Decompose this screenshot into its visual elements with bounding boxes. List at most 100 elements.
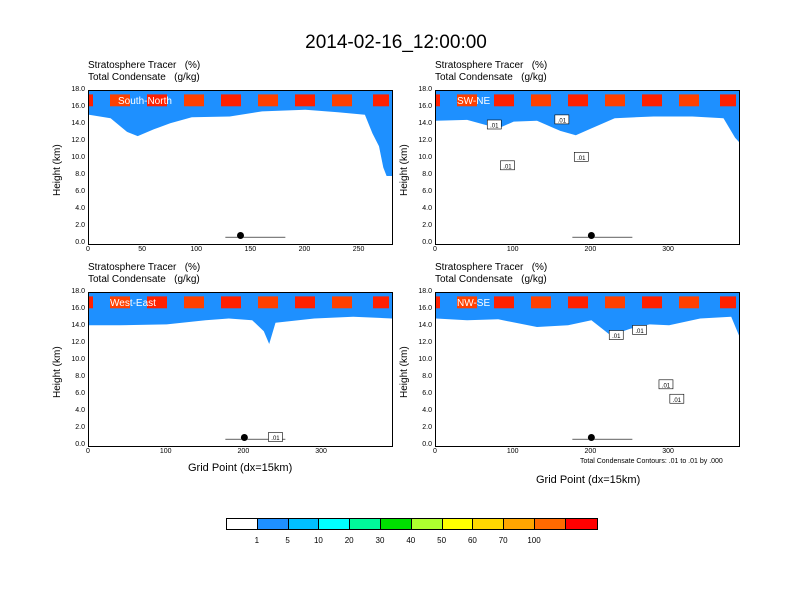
tracer-streak (498, 94, 502, 107)
tracer-streak (584, 94, 588, 107)
x-tick-label: 0 (86, 246, 90, 253)
figure-title: 2014-02-16_12:00:00 (305, 32, 487, 53)
tracer-streak (200, 296, 204, 309)
tracer-streak (654, 94, 658, 107)
tracer-streak (679, 296, 683, 309)
y-tick-label: 2.0 (75, 222, 85, 229)
tracer-streak (295, 94, 299, 107)
tracer-streak (613, 296, 617, 309)
tracer-streak (621, 94, 625, 107)
tracer-streak (151, 94, 155, 107)
panel-south-north: Stratosphere Tracer (%) Total Condensate… (71, 60, 398, 260)
cross-section-svg: .01 .01 .01 .01 (436, 91, 739, 239)
tracer-streak (728, 94, 732, 107)
x-tick-label: 200 (237, 448, 250, 455)
tracer-streak (151, 296, 155, 309)
tracer-streak (377, 296, 381, 309)
y-tick-label: 2.0 (422, 222, 432, 229)
tracer-streak (457, 296, 461, 309)
direction-label: South-North (118, 96, 172, 107)
tracer-streak (679, 94, 683, 107)
contour-label: .01 (608, 330, 624, 340)
tracer-streak (163, 296, 167, 309)
tracer-streak (196, 296, 200, 309)
y-tick-label: 6.0 (422, 188, 432, 195)
contour-label-box (268, 432, 283, 442)
tracer-streak (658, 94, 662, 107)
tracer-streak (506, 296, 510, 309)
y-tick-label: 14.0 (418, 120, 432, 127)
colorbar-swatch (411, 519, 443, 529)
contour-label: .01 (632, 325, 647, 335)
colorbar-swatch (257, 519, 289, 529)
panel-title-line2: Total Condensate (g/kg) (435, 72, 547, 83)
tracer-streak (114, 94, 118, 107)
colorbar (226, 518, 598, 530)
tracer-streak (498, 296, 502, 309)
tracer-streak (646, 296, 650, 309)
tracer-streak (461, 94, 465, 107)
x-tick-label: 100 (159, 448, 172, 455)
y-tick-label: 16.0 (418, 305, 432, 312)
tracer-streak (572, 296, 576, 309)
tracer-streak (299, 296, 303, 309)
tracer-streak (621, 296, 625, 309)
tracer-streak (732, 94, 736, 107)
tracer-streak (373, 296, 377, 309)
tracer-streak (568, 296, 572, 309)
tracer-streak (118, 296, 122, 309)
plot-area: .01 .01 .01 .01 (435, 292, 740, 447)
tracer-streak (531, 296, 535, 309)
contour-label: .01 (268, 432, 283, 442)
colorbar-swatch (442, 519, 474, 529)
x-tick-label: 150 (244, 246, 257, 253)
tracer-streak (469, 296, 473, 309)
tracer-streak (344, 94, 348, 107)
tracer-streak (683, 94, 687, 107)
panel-sw-ne: Stratosphere Tracer (%) Total Condensate… (418, 60, 745, 260)
tracer-streak (233, 296, 237, 309)
colorbar-label: 1 (254, 536, 260, 545)
tracer-streak (262, 296, 266, 309)
tracer-streak (159, 94, 163, 107)
tracer-streak (510, 296, 514, 309)
x-tick-label: 200 (298, 246, 311, 253)
colorbar-swatch (565, 519, 597, 529)
colorbar-label: 30 (375, 536, 385, 545)
tracer-streak (469, 94, 473, 107)
y-tick-label: 10.0 (71, 154, 85, 161)
tracer-streak (617, 94, 621, 107)
tracer-streak (233, 94, 237, 107)
tracer-streak (613, 94, 617, 107)
y-axis-label: Height (km) (399, 144, 410, 196)
tracer-streak (303, 94, 307, 107)
y-tick-label: 8.0 (422, 171, 432, 178)
tracer-streak (720, 296, 724, 309)
x-tick-label: 300 (662, 448, 674, 455)
tracer-streak (580, 94, 584, 107)
tracer-streak (126, 94, 130, 107)
y-tick-label: 0.0 (75, 239, 85, 246)
tracer-streak (381, 296, 385, 309)
tracer-streak (348, 296, 352, 309)
tracer-streak (572, 94, 576, 107)
y-tick-label: 8.0 (75, 171, 85, 178)
tracer-streak (547, 296, 551, 309)
tracer-streak (122, 94, 126, 107)
panel-title-line1: Stratosphere Tracer (%) (88, 262, 201, 273)
x-tick-label: 100 (506, 448, 519, 455)
contour-label-box (500, 160, 515, 171)
tracer-streak (724, 296, 728, 309)
tracer-streak (155, 94, 159, 107)
tracer-streak (89, 296, 93, 309)
tracer-streak (510, 94, 514, 107)
tracer-streak (650, 94, 654, 107)
tracer-streak (229, 296, 233, 309)
y-tick-label: 2.0 (422, 424, 432, 431)
tracer-streak (340, 94, 344, 107)
y-tick-label: 10.0 (71, 356, 85, 363)
tracer-streak (225, 94, 229, 107)
colorbar-label: 100 (527, 536, 541, 545)
panel-title-line1: Stratosphere Tracer (%) (435, 262, 548, 273)
contour-label-text: .01 (673, 398, 682, 404)
